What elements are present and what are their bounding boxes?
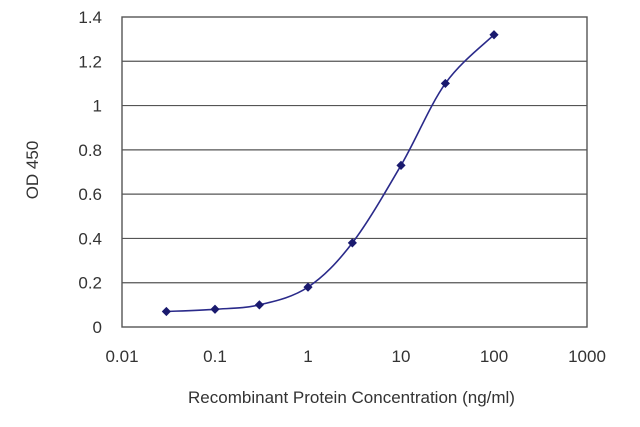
x-axis-title: Recombinant Protein Concentration (ng/ml… <box>188 388 515 407</box>
y-tick-label: 0.4 <box>78 229 102 248</box>
data-point <box>347 238 357 248</box>
y-tick-label: 0.8 <box>78 141 102 160</box>
x-tick-label: 10 <box>392 347 411 366</box>
plot-border <box>121 16 588 328</box>
y-tick-label: 1.2 <box>78 52 102 71</box>
y-tick-label: 1 <box>93 97 102 116</box>
y-axis-title: OD 450 <box>23 141 42 200</box>
x-tick-label: 0.1 <box>203 347 227 366</box>
data-point <box>489 30 499 40</box>
y-tick-label: 0.6 <box>78 185 102 204</box>
y-tick-label: 0 <box>93 318 102 337</box>
data-point <box>161 306 171 317</box>
series-line <box>166 34 495 313</box>
plot-area <box>121 16 588 328</box>
x-tick-label: 100 <box>480 347 508 366</box>
data-point <box>254 300 264 310</box>
data-point <box>210 304 220 314</box>
tick-labels: 0 0.2 0.4 0.6 0.8 1 1.2 1.4 0.01 0.1 1 10 100 1000 <box>78 8 606 366</box>
x-tick-label: 1000 <box>568 347 606 366</box>
data-point <box>440 78 450 89</box>
plot-background <box>122 17 587 327</box>
data-point <box>396 160 406 170</box>
x-tick-label: 0.01 <box>105 347 138 366</box>
data-point <box>303 282 313 292</box>
y-tick-label: 1.4 <box>78 8 102 27</box>
x-tick-label: 1 <box>303 347 312 366</box>
data-series <box>161 30 499 317</box>
y-tick-label: 0.2 <box>78 274 102 293</box>
